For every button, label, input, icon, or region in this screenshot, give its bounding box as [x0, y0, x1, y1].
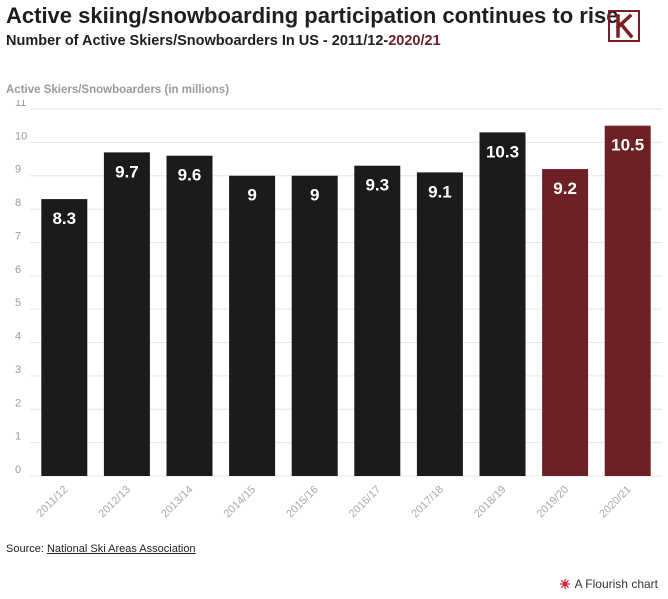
subtitle-text: Number of Active Skiers/Snowboarders In … — [6, 33, 389, 49]
subtitle-highlight: 2020/21 — [388, 33, 441, 49]
y-tick-label: 11 — [15, 100, 26, 109]
bar — [41, 199, 88, 476]
y-tick-label: 9 — [15, 164, 21, 176]
data-label: 8.3 — [52, 209, 76, 228]
data-label: 9 — [310, 186, 319, 205]
chart-title: Active skiing/snowboarding participation… — [6, 3, 619, 28]
bar — [291, 175, 338, 476]
brand-logo-icon — [608, 10, 640, 42]
x-tick-label: 2013/14 — [159, 484, 196, 521]
y-tick-label: 7 — [15, 230, 21, 242]
y-tick-label: 1 — [15, 431, 21, 443]
flourish-credit-text: A Flourish chart — [574, 577, 658, 591]
y-tick-label: 5 — [15, 297, 21, 309]
bar — [479, 132, 526, 476]
data-label: 9.3 — [365, 176, 389, 195]
y-tick-label: 2 — [15, 397, 21, 409]
bar — [416, 172, 463, 476]
x-tick-label: 2012/13 — [96, 484, 133, 521]
x-tick-label: 2015/16 — [284, 484, 321, 521]
chart-subtitle: Number of Active Skiers/Snowboarders In … — [6, 33, 441, 49]
x-tick-label: 2017/18 — [409, 484, 446, 521]
bar — [103, 152, 150, 476]
x-tick-label: 2014/15 — [222, 484, 259, 521]
data-label: 9.7 — [115, 162, 139, 181]
bar-chart: 0 1 2 3 4 5 6 7 8 9 10 11 8.3 2011/12 9.7 2012/13 9.6 201… — [15, 100, 662, 521]
flourish-credit[interactable]: A Flourish chart — [559, 577, 658, 591]
x-tick-label: 2011/12 — [34, 484, 70, 520]
data-label: 10.5 — [611, 136, 644, 155]
bar — [166, 155, 213, 476]
data-label: 9.1 — [428, 182, 452, 201]
y-tick-label: 10 — [15, 130, 27, 142]
y-tick-label: 4 — [15, 331, 21, 343]
y-axis-title: Active Skiers/Snowboarders (in millions) — [6, 84, 230, 96]
bar — [604, 125, 651, 476]
bar — [229, 175, 276, 476]
y-tick-label: 0 — [15, 464, 21, 476]
flourish-logo-icon — [559, 579, 570, 589]
source-note: Source: National Ski Areas Association — [6, 543, 196, 555]
bar — [542, 169, 589, 476]
source-label: Source: — [6, 543, 47, 555]
data-label: 9.6 — [178, 166, 202, 185]
x-tick-label: 2019/20 — [535, 484, 572, 521]
x-tick-label: 2020/21 — [597, 484, 634, 521]
bar — [354, 165, 401, 476]
y-tick-label: 3 — [15, 364, 21, 376]
data-label: 9 — [247, 186, 256, 205]
y-tick-label: 8 — [15, 197, 21, 209]
data-label: 10.3 — [486, 142, 519, 161]
data-label: 9.2 — [553, 179, 577, 198]
x-tick-label: 2016/17 — [347, 484, 384, 521]
source-link[interactable]: National Ski Areas Association — [46, 543, 196, 555]
y-tick-label: 6 — [15, 264, 21, 276]
x-tick-label: 2018/19 — [472, 484, 509, 521]
